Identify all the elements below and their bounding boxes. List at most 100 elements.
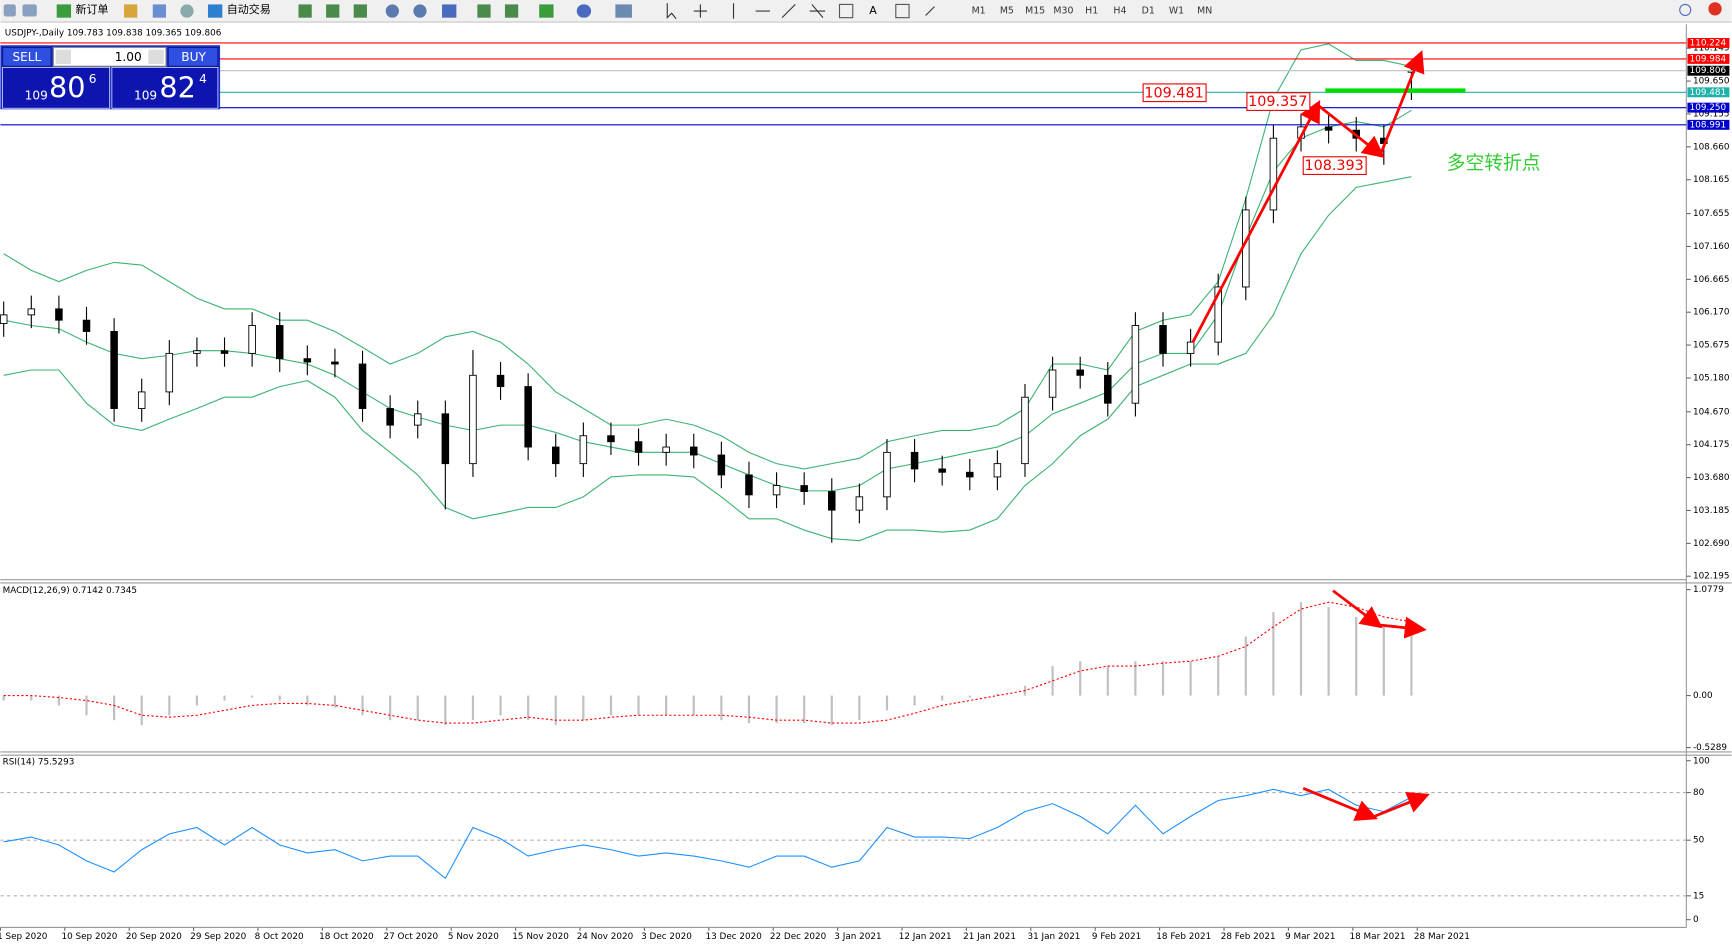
macd-bar bbox=[1410, 624, 1413, 696]
price-level-label: 110.224 bbox=[1690, 38, 1727, 48]
auto-trade-button[interactable]: 自动交易 bbox=[227, 2, 271, 16]
timeframe-button[interactable]: M30 bbox=[1053, 6, 1073, 17]
timeframe-buttons: M1 M5 M15 M30 H1 H4 D1 W1 MN bbox=[972, 6, 1213, 17]
macd-bar bbox=[416, 695, 419, 721]
new-order-button[interactable]: 新订单 bbox=[75, 2, 108, 16]
timeframe-button[interactable]: H4 bbox=[1113, 6, 1126, 17]
zoom-in[interactable] bbox=[385, 4, 399, 18]
icon[interactable] bbox=[22, 4, 37, 17]
x-tick-label: 28 Feb 2021 bbox=[1221, 932, 1276, 942]
x-tick-label: 18 Mar 2021 bbox=[1350, 932, 1406, 942]
icon[interactable] bbox=[326, 4, 340, 18]
icon[interactable] bbox=[477, 4, 491, 18]
icon[interactable] bbox=[353, 4, 367, 18]
y-tick-label: 108.660 bbox=[1693, 142, 1730, 152]
macd-bar bbox=[195, 695, 199, 706]
macd-bar bbox=[1382, 626, 1385, 696]
candle-body bbox=[966, 471, 974, 478]
y-tick-label: 109.155 bbox=[1693, 109, 1730, 119]
annotation-box bbox=[1302, 156, 1367, 175]
search-icon[interactable] bbox=[1679, 3, 1692, 17]
annotation: 109.357 bbox=[1248, 94, 1307, 110]
y-tick-label: 104.670 bbox=[1693, 407, 1730, 417]
text-tool[interactable]: A bbox=[869, 4, 877, 17]
cursor-tool[interactable] bbox=[666, 3, 677, 20]
arrow bbox=[1372, 792, 1430, 819]
arrow-tool[interactable] bbox=[925, 6, 935, 16]
candle-body bbox=[745, 474, 753, 496]
annotation-note: 多空转折点 bbox=[1447, 152, 1541, 174]
timeframe-button[interactable]: W1 bbox=[1169, 6, 1184, 17]
macd-bar bbox=[223, 695, 226, 701]
x-tick-label: 22 Dec 2020 bbox=[770, 932, 827, 942]
icon[interactable] bbox=[576, 4, 592, 18]
macd-bar bbox=[1272, 612, 1275, 696]
price-level-tag bbox=[1687, 53, 1730, 64]
candle-body bbox=[1021, 396, 1029, 465]
x-tick-label: 1 Sep 2020 bbox=[0, 932, 48, 942]
timeframe-button[interactable]: M5 bbox=[1000, 6, 1014, 17]
timeframe-button[interactable]: MN bbox=[1197, 6, 1212, 17]
icon[interactable] bbox=[504, 4, 519, 18]
zoom-out[interactable] bbox=[413, 4, 427, 18]
volume-input[interactable] bbox=[52, 46, 167, 67]
volume-value[interactable]: 1.00 bbox=[115, 50, 142, 64]
macd-bar bbox=[113, 695, 116, 721]
candle-body bbox=[110, 331, 118, 409]
trendline-tool[interactable] bbox=[781, 4, 796, 19]
timeframe-button[interactable]: H1 bbox=[1085, 6, 1098, 17]
macd-bar bbox=[885, 695, 889, 711]
candle-body bbox=[910, 451, 919, 470]
candle-body bbox=[220, 350, 229, 354]
icon[interactable] bbox=[152, 4, 167, 18]
volume-up[interactable] bbox=[148, 49, 164, 65]
macd-bar bbox=[471, 695, 475, 721]
x-tick-label: 21 Jan 2021 bbox=[963, 932, 1016, 942]
macd-bar bbox=[858, 695, 861, 721]
price-title: USDJPY-,Daily 109.783 109.838 109.365 10… bbox=[5, 29, 222, 39]
candle-body bbox=[1324, 126, 1333, 131]
macd-bar bbox=[1355, 616, 1358, 696]
candle-body bbox=[772, 485, 781, 496]
buy-price-box[interactable] bbox=[111, 67, 219, 109]
macd-bar bbox=[665, 695, 668, 716]
icon[interactable] bbox=[615, 4, 632, 18]
timeframe-button[interactable]: M1 bbox=[972, 6, 986, 17]
icon[interactable] bbox=[298, 4, 312, 18]
volume-down[interactable] bbox=[55, 49, 72, 65]
new-order-icon[interactable] bbox=[56, 4, 72, 18]
icon[interactable] bbox=[124, 4, 138, 18]
macd-bar bbox=[1217, 656, 1220, 696]
timeframe-button[interactable]: D1 bbox=[1142, 6, 1155, 17]
buy-label[interactable]: BUY bbox=[181, 50, 206, 64]
icon[interactable] bbox=[3, 4, 16, 17]
icon[interactable] bbox=[442, 4, 457, 18]
y-tick-label: 105.180 bbox=[1693, 373, 1730, 383]
x-tick-label: 9 Feb 2021 bbox=[1092, 932, 1141, 942]
sell-label[interactable]: SELL bbox=[12, 50, 41, 64]
icon[interactable] bbox=[838, 3, 854, 19]
candle-body bbox=[883, 451, 891, 498]
macd-bar bbox=[582, 695, 585, 721]
sell-price-box[interactable] bbox=[2, 67, 111, 109]
fibo-tool[interactable] bbox=[809, 4, 826, 19]
label-tool[interactable] bbox=[895, 3, 910, 19]
auto-trade-icon[interactable] bbox=[207, 4, 223, 18]
notification-badge[interactable] bbox=[1708, 2, 1722, 16]
crosshair-tool[interactable] bbox=[693, 4, 708, 18]
y-tick-label: 0 bbox=[1693, 915, 1699, 925]
price-level-tag bbox=[1687, 65, 1730, 76]
macd-bar bbox=[996, 693, 999, 696]
sell-button[interactable] bbox=[2, 46, 52, 67]
icon[interactable] bbox=[539, 4, 554, 18]
candle-body bbox=[855, 496, 864, 511]
candle-body bbox=[1214, 286, 1222, 343]
toolbar-icons: A bbox=[3, 2, 1722, 20]
macd-bar bbox=[1244, 636, 1247, 696]
x-tick-label: 31 Jan 2021 bbox=[1028, 932, 1081, 942]
y-tick-label: 107.160 bbox=[1693, 242, 1730, 252]
buy-button[interactable] bbox=[167, 46, 219, 67]
timeframe-button[interactable]: M15 bbox=[1025, 6, 1045, 17]
y-tick-label: 102.195 bbox=[1693, 572, 1730, 582]
icon[interactable] bbox=[180, 4, 194, 18]
